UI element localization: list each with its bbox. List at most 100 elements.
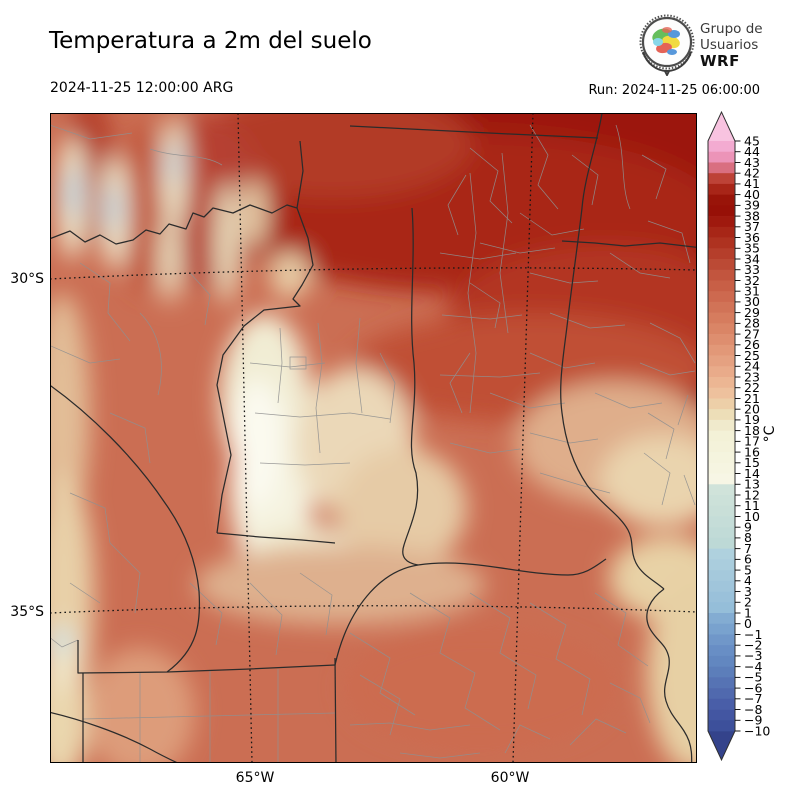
colorbar-tick-label: 26 [744,337,760,352]
colorbar-tick-label: 9 [744,519,752,534]
colorbar-tick-label: 13 [744,477,760,492]
lon-tick-65w: 65°W [235,770,275,786]
colorbar-tick-label: 7 [744,541,752,556]
colorbar-tick-label: 2 [744,595,752,610]
colorbar-cell [708,505,735,517]
colorbar-cell [708,441,735,453]
colorbar-tick-label: −1 [744,627,762,642]
colorbar-cell [708,355,735,367]
wrf-users-logo-icon [639,14,695,76]
colorbar-tick-label: 16 [744,444,760,459]
lat-tick-30s: 30°S [10,271,44,287]
colorbar-tick-label: 39 [744,198,760,213]
colorbar-tick-label: 45 [744,133,760,148]
colorbar-tick-label: 29 [744,305,760,320]
colorbar-tick-label: 25 [744,348,760,363]
colorbar-tick-label: −7 [744,691,762,706]
colorbar-cell [708,645,735,657]
colorbar-cell [708,334,735,346]
colorbar-cell [708,398,735,410]
colorbar-tick-label: 18 [744,423,760,438]
colorbar-cell [708,677,735,689]
colorbar-cell [708,666,735,678]
colorbar-tick-label: 35 [744,241,760,256]
colorbar-cell [708,655,735,667]
colorbar-cell [708,151,735,163]
colorbar-cell [708,237,735,249]
colorbar-cell [708,698,735,710]
colorbar-tick-label: 21 [744,391,760,406]
colorbar-cell [708,559,735,571]
colorbar-cell [708,430,735,442]
colorbar-cell [708,634,735,646]
colorbar-tick-label: 37 [744,219,760,234]
colorbar-cell [708,162,735,174]
logo-org-line1: Grupo de [700,21,763,37]
colorbar-cell [708,452,735,464]
colorbar-tick-label: 43 [744,155,760,170]
colorbar-tick-label: 19 [744,412,760,427]
colorbar-tick-label: −6 [744,680,762,695]
colorbar-tick-label: 11 [744,498,760,513]
colorbar-cell [708,419,735,431]
colorbar-cell [708,259,735,271]
colorbar-tick-label: −8 [744,702,762,717]
colorbar-tick-label: 36 [744,230,760,245]
graticule-gridlines [50,113,697,763]
colorbar-tick-label: 3 [744,584,752,599]
colorbar-cell [708,473,735,485]
colorbar-tick-label: −3 [744,648,762,663]
colorbar-tick-label: 17 [744,434,760,449]
colorbar-tick-label: 34 [744,251,760,266]
colorbar-cell [708,409,735,421]
colorbar-tick-label: 15 [744,455,760,470]
colorbar-tick-label: 42 [744,165,760,180]
colorbar-tick-label: 14 [744,466,760,481]
map-frame [50,113,697,763]
colorbar-cell [708,291,735,303]
colorbar-cell [708,194,735,206]
colorbar-cell [708,570,735,582]
colorbar-tick-label: 38 [744,208,760,223]
logo-text: Grupo de Usuarios WRF [700,21,763,69]
colorbar-cell [708,537,735,549]
colorbar-cell [708,173,735,185]
logo-org-line2: Usuarios [700,37,759,53]
colorbar-cell [708,312,735,324]
page-title: Temperatura a 2m del suelo [49,28,372,54]
colorbar-tick-label: 31 [744,283,760,298]
colorbar-tick-label: 30 [744,294,760,309]
colorbar-tick-label: 41 [744,176,760,191]
colorbar-cell [708,248,735,260]
colorbar-tick-label: 27 [744,326,760,341]
colorbar-cell [708,720,735,732]
colorbar-cell [708,495,735,507]
colorbar-tick-label: −9 [744,713,762,728]
colorbar-cell [708,366,735,378]
colorbar-tick-label: 8 [744,530,752,545]
colorbar-tick-label: 10 [744,509,760,524]
colorbar-tick-label: 6 [744,552,752,567]
colorbar-tick-label: 44 [744,144,760,159]
colorbar-cell [708,613,735,625]
colorbar-cell [708,269,735,281]
valid-time-label: 2024-11-25 12:00:00 ARG [50,80,234,96]
colorbar-cell [708,623,735,635]
logo-org-line3: WRF [700,52,740,70]
colorbar-cell [708,344,735,356]
colorbar-tick-label: 4 [744,573,752,588]
colorbar-tick-label: 24 [744,359,760,374]
colorbar-cell [708,205,735,217]
colorbar-cell [708,216,735,228]
colorbar-cell [708,709,735,721]
colorbar-arrow-under [708,731,735,760]
logo-scalloped-ring [639,14,695,70]
run-time-label: Run: 2024-11-25 06:00:00 [588,83,760,98]
colorbar-tick-label: 28 [744,316,760,331]
colorbar-cell [708,387,735,399]
colorbar-cell [708,183,735,195]
colorbar-cell [708,516,735,528]
colorbar-tick-label: 20 [744,401,760,416]
colorbar-tick-label: 32 [744,273,760,288]
colorbar-cell [708,484,735,496]
